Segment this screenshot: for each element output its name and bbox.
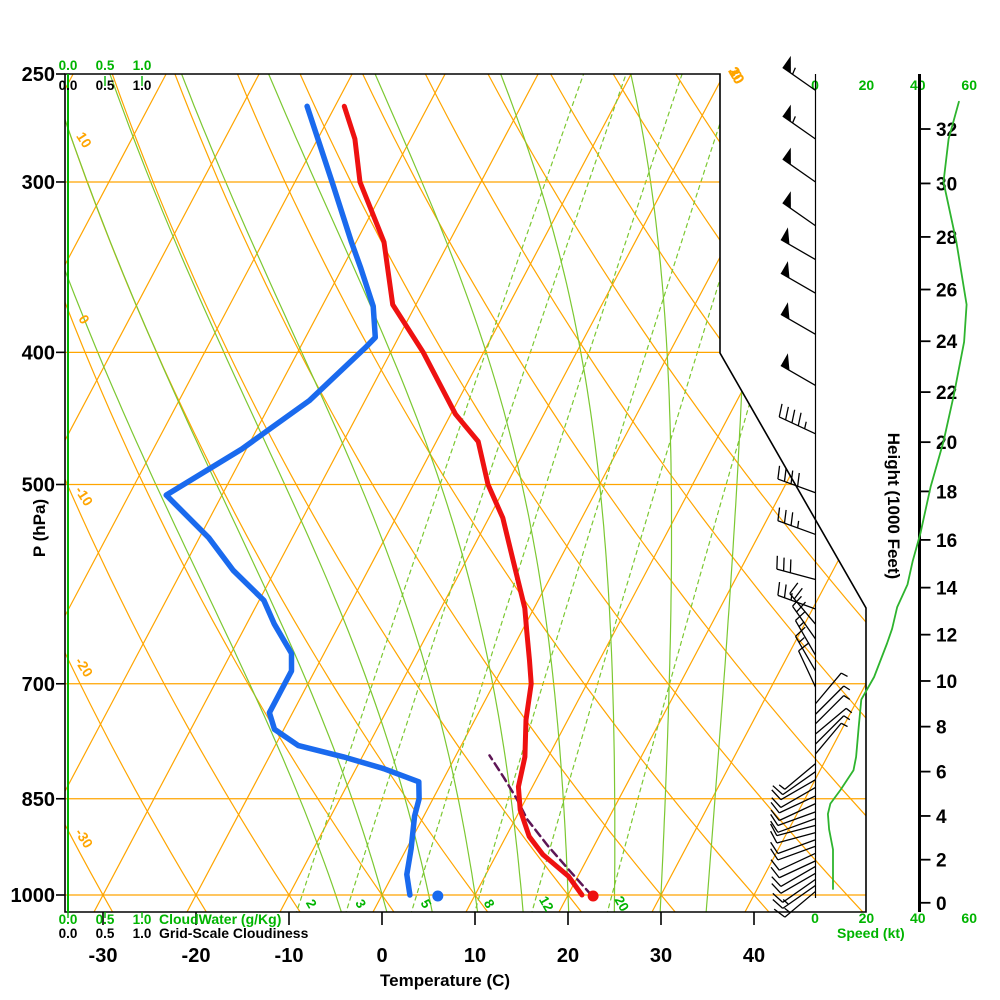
temperature-tick-label: -20 bbox=[182, 945, 211, 967]
height-tick-label: 0 bbox=[936, 894, 947, 915]
parcel-path bbox=[488, 754, 593, 897]
plot-frame bbox=[64, 73, 867, 913]
temperature-tick-label: -10 bbox=[275, 945, 304, 967]
height-tick-label: 20 bbox=[936, 433, 957, 454]
height-tick-label: 8 bbox=[936, 718, 947, 739]
pressure-tick-label: 700 bbox=[22, 674, 55, 696]
height-tick-label: 6 bbox=[936, 763, 947, 784]
isotherm-label: 30 bbox=[724, 64, 747, 87]
height-tick-label: 16 bbox=[936, 531, 957, 552]
skewt-boundary bbox=[64, 73, 867, 913]
speed-tick-label: 60 bbox=[961, 77, 977, 93]
dewpoint-curve bbox=[163, 103, 422, 898]
speed-tick-label: 0 bbox=[811, 910, 819, 926]
dry-adiabat-label: 10 bbox=[73, 129, 95, 151]
pressure-tick-label: 400 bbox=[22, 342, 55, 364]
temperature-tick-label: -30 bbox=[89, 945, 118, 967]
height-tick-label: 2 bbox=[936, 851, 947, 872]
pressure-axis-title: P (hPa) bbox=[30, 498, 49, 558]
cloud-scales: 0.00.00.00.00.50.50.50.51.01.01.01.0 bbox=[59, 58, 152, 941]
cloudiness-tick-label: 1.0 bbox=[133, 926, 152, 941]
temperature-axis: -30 -20 -10 0 10 20 30 40 bbox=[89, 912, 765, 967]
height-tick-label: 12 bbox=[936, 626, 957, 647]
speed-tick-label: 40 bbox=[910, 77, 926, 93]
temperature-tick-label: 30 bbox=[650, 945, 672, 967]
cloudwater-tick-label: 0.5 bbox=[96, 58, 115, 73]
cloudwater-axis-title: CloudWater (g/Kg) bbox=[159, 911, 282, 927]
pressure-tick-label: 250 bbox=[22, 64, 55, 86]
temperature-axis-title: Temperature (C) bbox=[380, 971, 511, 990]
cloudiness-tick-label: 0.0 bbox=[59, 926, 78, 941]
pressure-tick-label: 500 bbox=[22, 475, 55, 497]
height-tick-label: 10 bbox=[936, 672, 957, 693]
wind-barbs bbox=[770, 55, 853, 918]
isotherm-label: 20 bbox=[724, 64, 747, 87]
height-tick-label: 28 bbox=[936, 228, 957, 249]
speed-tick-label: 60 bbox=[961, 910, 977, 926]
height-tick-label: 32 bbox=[936, 120, 957, 141]
height-tick-label: 4 bbox=[936, 807, 947, 828]
cloudwater-tick-label: 0.5 bbox=[96, 912, 115, 927]
cloudiness-tick-label: 1.0 bbox=[133, 78, 152, 93]
height-tick-label: 14 bbox=[936, 579, 958, 600]
surface-dewpoint-dot bbox=[432, 890, 444, 902]
mixing-ratio-label: 20 bbox=[611, 893, 632, 914]
height-tick-label: 30 bbox=[936, 174, 957, 195]
pressure-axis: 250 300 400 500 700 850 1000 bbox=[11, 64, 65, 907]
wind-speed-curve bbox=[827, 100, 968, 890]
speed-tick-label: 20 bbox=[859, 77, 875, 93]
cloudiness-tick-label: 0.0 bbox=[59, 78, 78, 93]
pressure-tick-label: 300 bbox=[22, 172, 55, 194]
pressure-tick-label: 850 bbox=[22, 789, 55, 811]
temperature-curve bbox=[341, 103, 585, 898]
surface-temperature-dot bbox=[587, 890, 599, 902]
cloudiness-axis-title: Grid-Scale Cloudiness bbox=[159, 925, 309, 941]
temperature-tick-label: 10 bbox=[464, 945, 486, 967]
cloudiness-tick-label: 0.5 bbox=[96, 78, 115, 93]
height-axis-title: Height (1000 Feet) bbox=[884, 432, 903, 580]
temperature-tick-label: 20 bbox=[557, 945, 579, 967]
height-tick-label: 22 bbox=[936, 383, 957, 404]
speed-tick-label: 20 bbox=[859, 910, 875, 926]
height-tick-label: 18 bbox=[936, 482, 957, 503]
cloudiness-tick-label: 0.5 bbox=[96, 926, 115, 941]
temperature-tick-label: 0 bbox=[376, 945, 387, 967]
cloudwater-tick-label: 1.0 bbox=[133, 912, 152, 927]
pressure-tick-label: 1000 bbox=[11, 885, 56, 907]
cloudwater-tick-label: 0.0 bbox=[59, 58, 78, 73]
speed-axis-title: Speed (kt) bbox=[837, 925, 905, 941]
temperature-tick-label: 40 bbox=[743, 945, 765, 967]
isotherm-label: 10 bbox=[724, 64, 747, 87]
cloudwater-tick-label: 1.0 bbox=[133, 58, 152, 73]
cloudwater-tick-label: 0.0 bbox=[59, 912, 78, 927]
height-tick-label: 26 bbox=[936, 281, 957, 302]
height-tick-label: 24 bbox=[936, 332, 958, 353]
mixing-ratio-label: 12 bbox=[536, 893, 557, 914]
speed-tick-label: 40 bbox=[910, 910, 926, 926]
